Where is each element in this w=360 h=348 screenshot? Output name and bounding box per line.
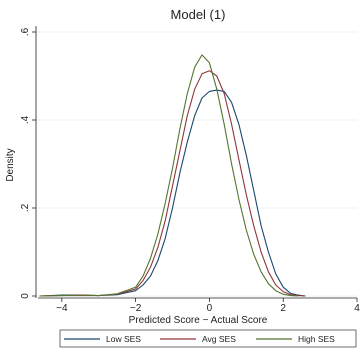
- y-tick-label: .2: [20, 203, 31, 212]
- y-tick-label: 0: [20, 293, 31, 299]
- legend: Low SES Avg SES High SES: [59, 329, 357, 348]
- series-line-2: [39, 70, 306, 297]
- chart-title: Model (1): [171, 7, 226, 22]
- x-tick-label: −2: [130, 303, 142, 314]
- y-axis-label: Density: [5, 148, 16, 181]
- series-lines: [39, 54, 306, 297]
- y-tick-label: .6: [20, 27, 31, 36]
- x-axis-label: Predicted Score − Actual Score: [129, 315, 268, 326]
- series-line-3: [39, 54, 299, 297]
- legend-label-3: High SES: [298, 334, 335, 344]
- axes: 0 .2 .4 .6 −4 −2 0 2 4: [20, 26, 360, 314]
- legend-label-2: Avg SES: [202, 334, 236, 344]
- series-line-1: [39, 89, 306, 297]
- x-tick-label: −4: [56, 303, 68, 314]
- legend-label-1: Low SES: [106, 334, 141, 344]
- y-tick-label: .4: [20, 115, 31, 124]
- legend-box: [59, 329, 357, 348]
- x-tick-label: 2: [280, 303, 286, 314]
- x-tick-label: 0: [207, 303, 213, 314]
- x-tick-label: 4: [354, 303, 360, 314]
